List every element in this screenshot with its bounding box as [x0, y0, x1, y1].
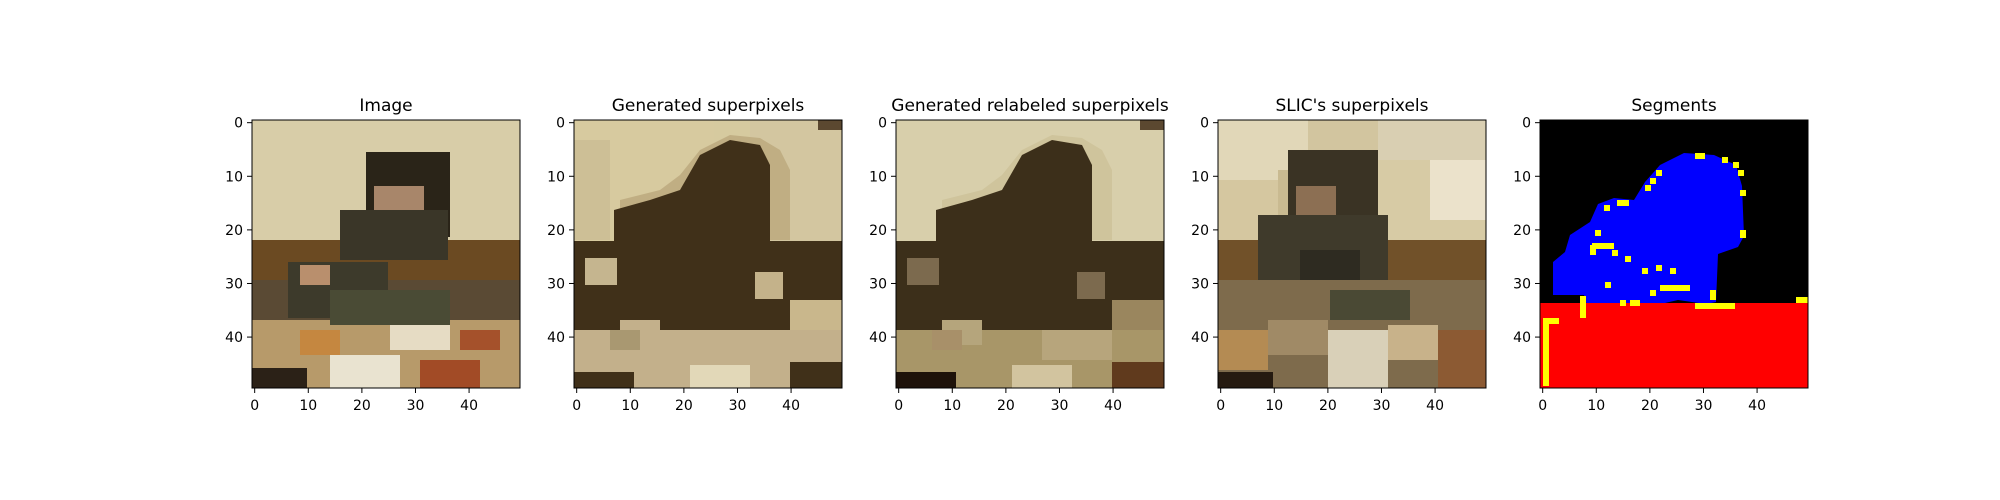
- relabeled-superpixels-x-axis: 0 10 20 30 40: [894, 388, 1122, 414]
- x-tick-label: 10: [621, 398, 639, 414]
- image-y-axis: 0 10 20 30 40: [225, 116, 252, 346]
- segments-title: Segments: [1631, 96, 1717, 116]
- image-x-axis: 0 10 20 30 40: [250, 388, 478, 414]
- y-tick-label: 10: [1191, 169, 1209, 185]
- y-tick-label: 20: [1513, 223, 1531, 239]
- relabeled-superpixels-y-axis: 0 10 20 30 40: [869, 116, 896, 346]
- x-tick-label: 40: [782, 398, 800, 414]
- y-tick-label: 40: [225, 330, 243, 346]
- y-tick-label: 0: [234, 116, 243, 132]
- x-tick-label: 20: [997, 398, 1015, 414]
- x-tick-label: 40: [1104, 398, 1122, 414]
- y-tick-label: 40: [1191, 330, 1209, 346]
- generated-superpixels-raster: [574, 120, 842, 388]
- segments-raster: [1540, 120, 1808, 388]
- panel-generated-relabeled-superpixels: Generated relabeled superpixels 0 10 20 30 4…: [869, 96, 1169, 414]
- panel-segments: Segments 0 10 20 30 40 0 10 20 30 40: [1513, 96, 1809, 414]
- x-tick-label: 30: [1695, 398, 1713, 414]
- y-tick-label: 10: [1513, 169, 1531, 185]
- segments-y-axis: 0 10 20 30 40: [1513, 116, 1540, 346]
- relabeled-superpixels-axes-frame: [895, 119, 1165, 389]
- x-tick-label: 40: [460, 398, 478, 414]
- y-tick-label: 40: [869, 330, 887, 346]
- y-tick-label: 30: [1513, 276, 1531, 292]
- x-tick-label: 40: [1426, 398, 1444, 414]
- generated-superpixels-axes-frame: [573, 119, 843, 389]
- generated-superpixels-x-axis: 0 10 20 30 40: [572, 388, 800, 414]
- slic-superpixels-axes-frame: [1217, 119, 1487, 389]
- y-tick-label: 20: [1191, 223, 1209, 239]
- panel-generated-superpixels: Generated superpixels 0 10 20 30 40 0 10 20 30 4…: [547, 96, 843, 414]
- slic-superpixels-y-axis: 0 10 20 30 40: [1191, 116, 1218, 346]
- relabeled-superpixels-title: Generated relabeled superpixels: [891, 96, 1169, 116]
- x-tick-label: 0: [250, 398, 259, 414]
- y-tick-label: 0: [1522, 116, 1531, 132]
- x-tick-label: 20: [675, 398, 693, 414]
- segments-axes-frame: [1539, 119, 1809, 389]
- y-tick-label: 30: [869, 276, 887, 292]
- x-tick-label: 10: [1265, 398, 1283, 414]
- image-title: Image: [359, 96, 412, 116]
- y-tick-label: 30: [1191, 276, 1209, 292]
- x-tick-label: 10: [299, 398, 317, 414]
- y-tick-label: 30: [547, 276, 565, 292]
- x-tick-label: 30: [729, 398, 747, 414]
- slic-superpixels-title: SLIC's superpixels: [1275, 96, 1428, 116]
- y-tick-label: 0: [556, 116, 565, 132]
- x-tick-label: 20: [1319, 398, 1337, 414]
- segments-boundaries: [1543, 153, 1808, 386]
- x-tick-label: 0: [1538, 398, 1547, 414]
- image-axes-frame: [251, 119, 521, 389]
- x-tick-label: 0: [894, 398, 903, 414]
- y-tick-label: 0: [878, 116, 887, 132]
- slic-superpixels-raster: [1218, 120, 1486, 388]
- x-tick-label: 10: [1587, 398, 1605, 414]
- y-tick-label: 0: [1200, 116, 1209, 132]
- y-tick-label: 10: [869, 169, 887, 185]
- x-tick-label: 10: [943, 398, 961, 414]
- relabeled-superpixels-raster: [896, 120, 1164, 388]
- y-tick-label: 10: [547, 169, 565, 185]
- x-tick-label: 40: [1748, 398, 1766, 414]
- x-tick-label: 20: [353, 398, 371, 414]
- x-tick-label: 0: [572, 398, 581, 414]
- x-tick-label: 30: [1373, 398, 1391, 414]
- y-tick-label: 20: [225, 223, 243, 239]
- panel-image: Image 0 10 20 30 40 0 10 20 30 40: [225, 96, 521, 414]
- y-tick-label: 40: [547, 330, 565, 346]
- generated-superpixels-title: Generated superpixels: [612, 96, 805, 116]
- y-tick-label: 10: [225, 169, 243, 185]
- y-tick-label: 40: [1513, 330, 1531, 346]
- slic-superpixels-x-axis: 0 10 20 30 40: [1216, 388, 1444, 414]
- image-raster: [252, 120, 520, 388]
- segments-x-axis: 0 10 20 30 40: [1538, 388, 1766, 414]
- x-tick-label: 0: [1216, 398, 1225, 414]
- generated-superpixels-y-axis: 0 10 20 30 40: [547, 116, 574, 346]
- y-tick-label: 20: [547, 223, 565, 239]
- y-tick-label: 20: [869, 223, 887, 239]
- x-tick-label: 20: [1641, 398, 1659, 414]
- x-tick-label: 30: [407, 398, 425, 414]
- panel-slic-superpixels: SLIC's superpixels 0 10 20 30 40 0 10 20 30 40: [1191, 96, 1487, 414]
- x-tick-label: 30: [1051, 398, 1069, 414]
- y-tick-label: 30: [225, 276, 243, 292]
